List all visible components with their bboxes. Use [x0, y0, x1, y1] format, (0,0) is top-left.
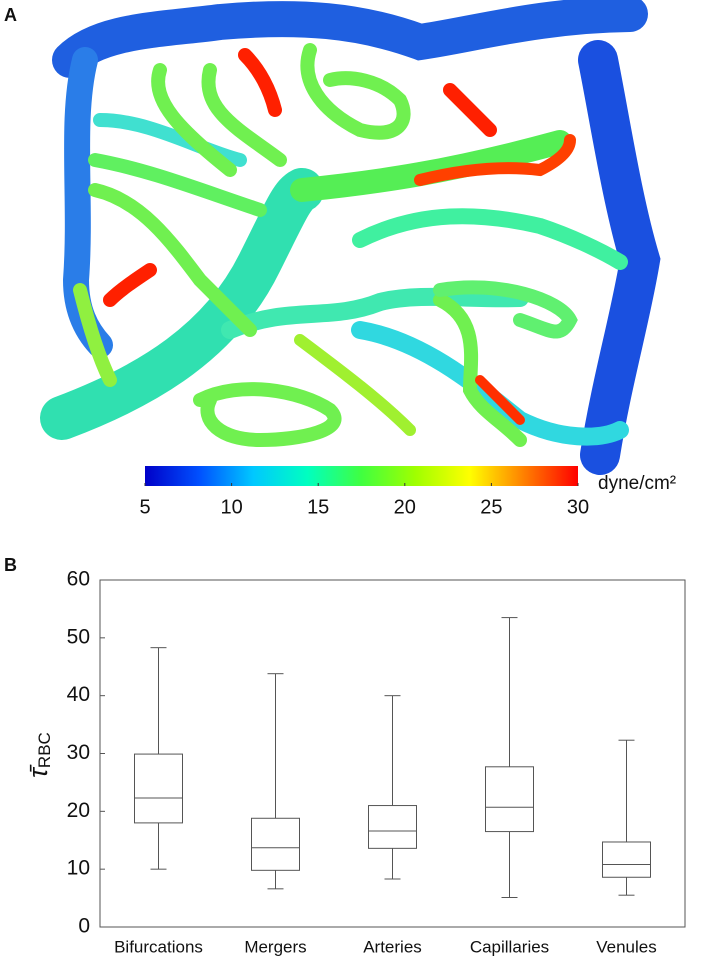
y-tick-label: 10 — [67, 857, 90, 880]
colorbar-tick-label: 5 — [139, 496, 150, 518]
box — [368, 805, 417, 849]
box — [485, 766, 534, 833]
box — [134, 753, 183, 824]
y-tick-label: 20 — [67, 799, 90, 822]
y-tick-label: 0 — [78, 915, 90, 938]
panel-label: B — [4, 555, 17, 575]
colorbar-tick-label: 15 — [307, 496, 329, 518]
x-tick-label: Venules — [596, 937, 657, 956]
y-tick-label: 60 — [67, 568, 90, 591]
y-axis-label: τ̄RBC — [23, 732, 55, 778]
colorbar-tick-label: 20 — [394, 496, 416, 518]
y-tick-label: 30 — [67, 741, 90, 764]
colorbar-unit: dyne/cm² — [598, 473, 676, 494]
colorbar-tick-label: 30 — [567, 496, 589, 518]
vessel-network — [40, 0, 661, 475]
box — [251, 817, 300, 871]
colorbar-tick-label: 10 — [220, 496, 242, 518]
panel-label: A — [4, 5, 17, 25]
x-tick-label: Arteries — [363, 937, 422, 956]
y-tick-label: 40 — [67, 683, 90, 706]
y-tick-label: 50 — [67, 625, 90, 648]
x-tick-label: Mergers — [244, 937, 306, 956]
box — [602, 841, 651, 878]
x-tick-label: Bifurcations — [114, 937, 203, 956]
y-axis-subscript: RBC — [35, 732, 54, 768]
colorbar-tick-label: 25 — [480, 496, 502, 518]
colorbar — [145, 466, 578, 486]
x-tick-label: Capillaries — [470, 937, 549, 956]
